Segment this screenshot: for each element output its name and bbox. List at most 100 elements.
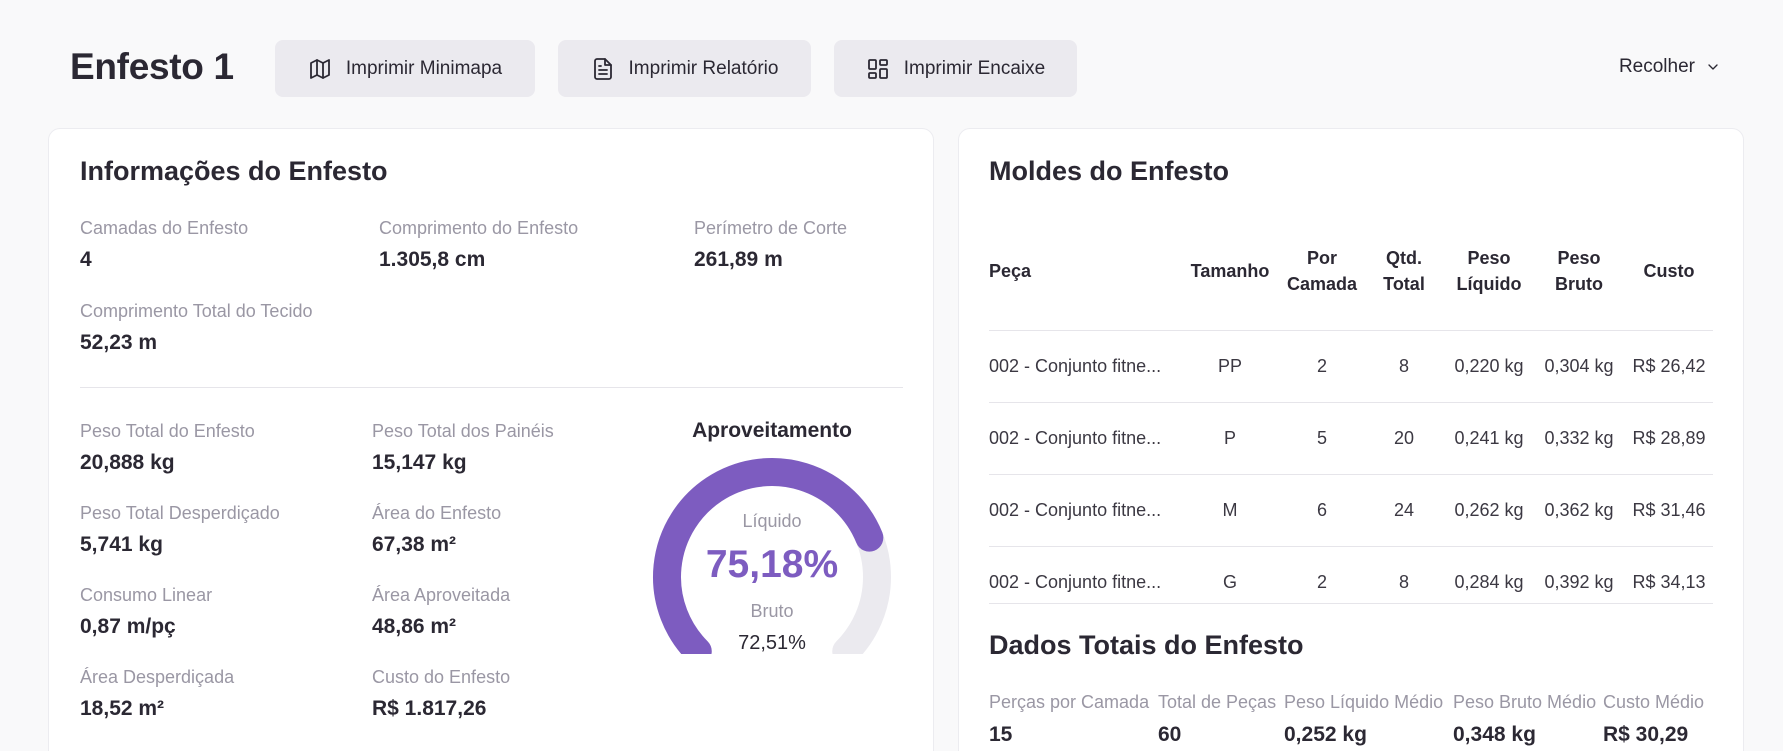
cell-net-weight: 0,241 kg: [1454, 428, 1524, 448]
table-row[interactable]: 002 - Conjunto fitne... PP 2 8 0,220 kg …: [989, 331, 1713, 403]
stat-linear-consumption: Consumo Linear 0,87 m/pç: [80, 585, 212, 639]
gauge-fill: [653, 458, 884, 654]
stat-layers: Camadas do Enfesto 4: [80, 218, 248, 272]
print-fitting-button[interactable]: Imprimir Encaixe: [834, 40, 1077, 97]
stat-wasted-weight: Peso Total Desperdiçado 5,741 kg: [80, 503, 280, 557]
cell-total-qty: 8: [1398, 356, 1409, 376]
column-header-cost[interactable]: Custo: [1643, 261, 1695, 281]
cell-gross-weight: 0,362 kg: [1544, 500, 1614, 520]
cell-gross-weight: 0,392 kg: [1544, 572, 1614, 592]
column-header-net-weight[interactable]: Peso Líquido: [1456, 248, 1522, 294]
cell-size: P: [1223, 428, 1236, 448]
file-text-icon: [593, 57, 612, 80]
stat-value: R$ 1.817,26: [372, 697, 487, 720]
column-header-gross-weight[interactable]: Peso Bruto: [1555, 248, 1603, 294]
total-pieces-per-layer: Perças por Camada 15: [989, 692, 1149, 747]
stat-wasted-area: Área Desperdiçada 18,52 m²: [80, 667, 234, 721]
table-row[interactable]: 002 - Conjunto fitne... G 2 8 0,284 kg 0…: [989, 547, 1713, 619]
gauge-title: Aproveitamento: [692, 419, 852, 442]
cell-gross-weight: 0,304 kg: [1544, 356, 1614, 376]
stat-value: 67,38 m²: [372, 533, 457, 556]
print-report-button[interactable]: Imprimir Relatório: [558, 40, 811, 97]
stat-label: Área Desperdiçada: [80, 667, 235, 687]
stat-area: Área do Enfesto 67,38 m²: [372, 503, 501, 557]
table-row[interactable]: 002 - Conjunto fitne... M 6 24 0,262 kg …: [989, 475, 1713, 547]
cell-piece: 002 - Conjunto fitne...: [989, 500, 1162, 520]
total-label: Total de Peças: [1158, 692, 1277, 712]
stat-value: 0,87 m/pç: [80, 615, 176, 638]
cell-piece: 002 - Conjunto fitne...: [989, 428, 1162, 448]
gauge-gross-label: Bruto: [750, 601, 794, 621]
column-header-piece[interactable]: Peça: [989, 261, 1032, 281]
total-value: 60: [1158, 723, 1182, 746]
info-title: Informações do Enfesto: [80, 156, 388, 186]
page-title: Enfesto 1: [70, 46, 234, 87]
cell-net-weight: 0,262 kg: [1454, 500, 1524, 520]
utilization-gauge: [653, 458, 891, 654]
gauge-liquid-value: 75,18%: [705, 543, 839, 586]
total-value: 0,252 kg: [1284, 723, 1367, 746]
stat-label: Perímetro de Corte: [694, 218, 848, 238]
cell-cost: R$ 34,13: [1632, 572, 1706, 592]
cell-cost: R$ 26,42: [1632, 356, 1706, 376]
molds-table: Peça Tamanho Por Camada Qtd. Total Peso …: [989, 211, 1713, 619]
stat-value: 1.305,8 cm: [379, 248, 486, 271]
total-avg-cost: Custo Médio R$ 30,29: [1603, 692, 1704, 747]
column-header-size[interactable]: Tamanho: [1190, 261, 1270, 281]
stat-label: Comprimento do Enfesto: [379, 218, 579, 238]
table-row[interactable]: 002 - Conjunto fitne... P 5 20 0,241 kg …: [989, 403, 1713, 475]
stat-label: Área Aproveitada: [372, 585, 511, 605]
cell-total-qty: 20: [1393, 428, 1415, 448]
cell-size: M: [1222, 500, 1238, 520]
cell-per-layer: 2: [1316, 572, 1327, 592]
totals-divider: [989, 603, 1713, 604]
total-value: 0,348 kg: [1453, 723, 1536, 746]
stat-length: Comprimento do Enfesto 1.305,8 cm: [379, 218, 578, 272]
cell-total-qty: 8: [1398, 572, 1409, 592]
stat-label: Camadas do Enfesto: [80, 218, 249, 238]
collapse-button[interactable]: Recolher: [1619, 56, 1721, 78]
cell-size: PP: [1217, 356, 1242, 376]
chevron-down-icon: [1708, 64, 1718, 70]
stat-fabric-length: Comprimento Total do Tecido 52,23 m: [80, 301, 312, 355]
gauge-gross-value: 72,51%: [738, 632, 806, 654]
stat-value: 20,888 kg: [80, 451, 175, 474]
table-header: Peça Tamanho Por Camada Qtd. Total Peso …: [989, 211, 1713, 331]
stat-used-area: Área Aproveitada 48,86 m²: [372, 585, 510, 639]
total-value: 15: [989, 723, 1013, 746]
stat-value: 261,89 m: [694, 248, 783, 271]
cell-size: G: [1222, 572, 1237, 592]
stat-cost: Custo do Enfesto R$ 1.817,26: [372, 667, 510, 721]
total-value: R$ 30,29: [1603, 723, 1689, 746]
stat-value: 5,741 kg: [80, 533, 163, 556]
print-minimap-button[interactable]: Imprimir Minimapa: [275, 40, 535, 97]
cell-per-layer: 6: [1316, 500, 1327, 520]
gauge-liquid-label: Líquido: [742, 511, 802, 531]
total-avg-gross-weight: Peso Bruto Médio 0,348 kg: [1453, 692, 1596, 747]
stat-panels-weight: Peso Total dos Painéis 15,147 kg: [372, 421, 554, 475]
totals-title: Dados Totais do Enfesto: [989, 630, 1304, 660]
total-label: Peso Bruto Médio: [1453, 692, 1597, 712]
total-label: Custo Médio: [1603, 692, 1705, 712]
stat-label: Peso Total do Enfesto: [80, 421, 255, 441]
column-header-total-qty[interactable]: Qtd. Total: [1383, 248, 1425, 294]
stat-label: Peso Total dos Painéis: [372, 421, 554, 441]
column-header-per-layer[interactable]: Por Camada: [1286, 248, 1358, 294]
total-label: Peso Líquido Médio: [1284, 692, 1444, 712]
stat-value: 52,23 m: [80, 331, 158, 354]
cell-per-layer: 5: [1316, 428, 1327, 448]
cell-per-layer: 2: [1316, 356, 1327, 376]
stat-cut-perimeter: Perímetro de Corte 261,89 m: [694, 218, 847, 272]
info-divider: [80, 387, 903, 388]
total-pieces: Total de Peças 60: [1158, 692, 1276, 747]
collapse-label: Recolher: [1618, 56, 1695, 77]
stat-total-weight: Peso Total do Enfesto 20,888 kg: [80, 421, 255, 475]
print-minimap-label: Imprimir Minimapa: [345, 57, 503, 79]
print-fitting-label: Imprimir Encaixe: [903, 57, 1046, 79]
cell-piece: 002 - Conjunto fitne...: [989, 356, 1162, 376]
stat-label: Comprimento Total do Tecido: [80, 301, 313, 321]
molds-title: Moldes do Enfesto: [989, 156, 1230, 186]
cell-total-qty: 24: [1393, 500, 1415, 520]
map-icon: [309, 58, 330, 79]
cell-net-weight: 0,284 kg: [1454, 572, 1524, 592]
